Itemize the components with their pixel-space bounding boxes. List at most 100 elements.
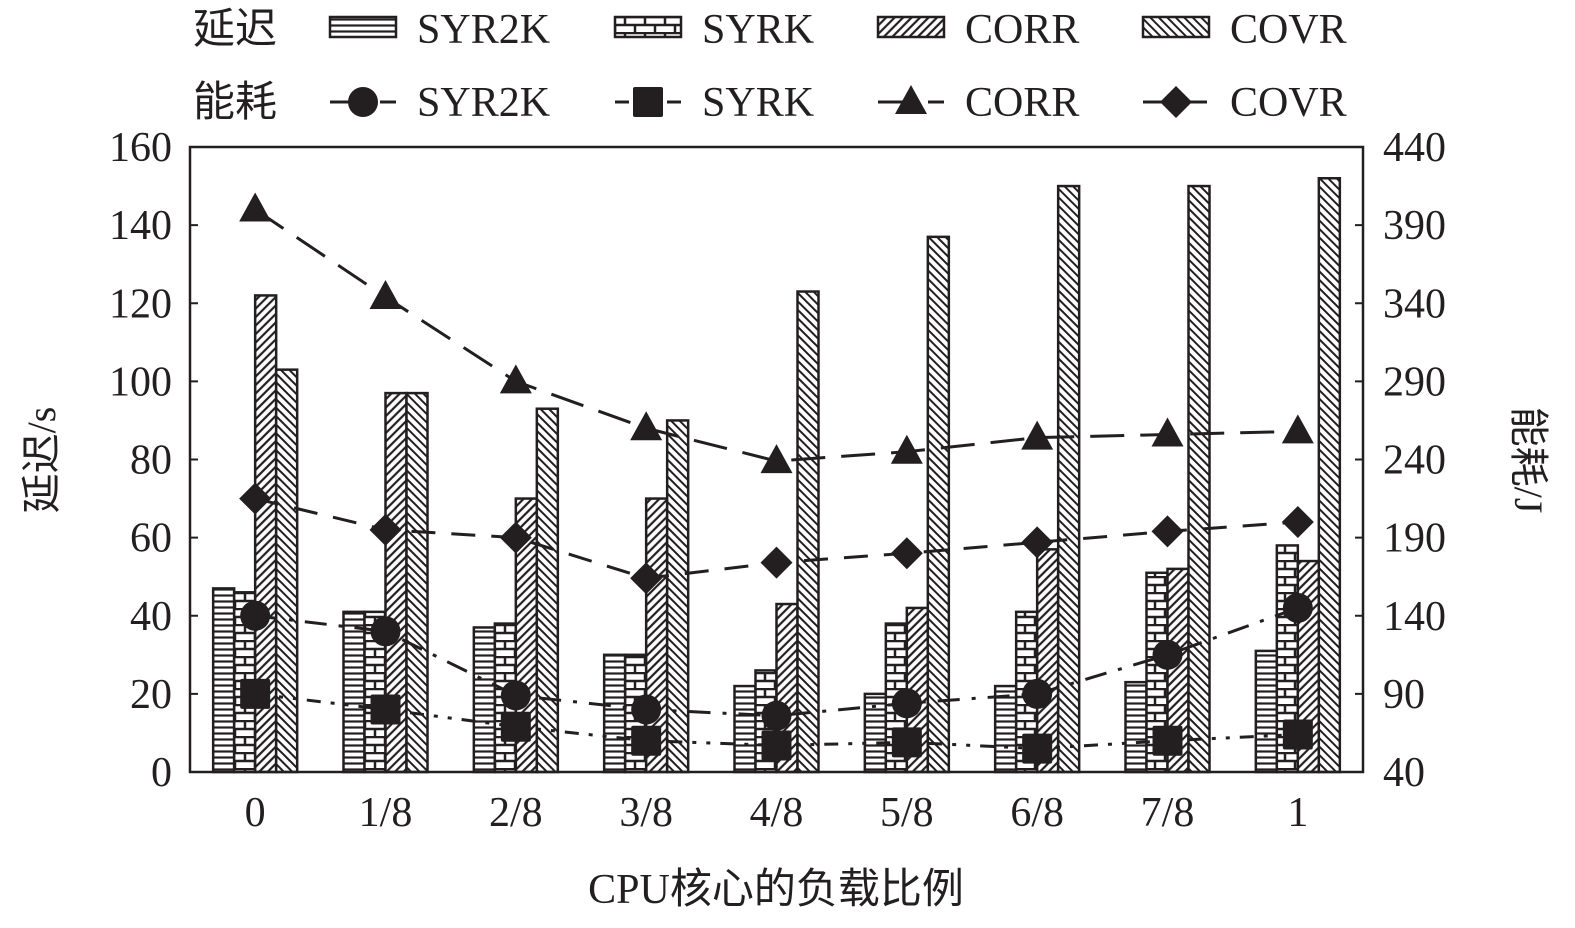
line-corr xyxy=(254,208,1298,463)
marker-syrk-8 xyxy=(1282,719,1313,750)
marker-corr-1 xyxy=(369,280,402,309)
marker-syr2k-1 xyxy=(370,616,401,647)
bar-syr2k-2 xyxy=(472,626,497,774)
marker-syr2k-0 xyxy=(240,600,271,631)
y-right-tick-label: 440 xyxy=(1383,125,1446,171)
bar-syr2k-7 xyxy=(1124,680,1148,774)
bar-covr-2 xyxy=(535,407,560,774)
bar-syr2k-1 xyxy=(342,610,366,774)
marker-corr-6 xyxy=(1021,420,1054,450)
marker-syrk-2 xyxy=(500,711,531,742)
y-right-tick-label: 240 xyxy=(1383,438,1446,484)
bar-covr-3 xyxy=(665,419,690,774)
marker-covr-7 xyxy=(1151,515,1184,548)
marker-covr-5 xyxy=(890,537,923,570)
legend-label-bar-corr: CORR xyxy=(965,7,1079,53)
legend-swatch-bar-corr xyxy=(876,15,946,39)
legend-swatch-bar-syrk xyxy=(613,15,683,39)
marker-covr-3 xyxy=(630,562,663,595)
marker-corr-4 xyxy=(760,444,793,474)
y-left-tick-label: 160 xyxy=(109,125,172,171)
y-right-tick-label: 140 xyxy=(1383,594,1446,640)
marker-corr-0 xyxy=(239,192,272,222)
bar-syr2k-3 xyxy=(602,653,627,774)
y-left-tick-label: 120 xyxy=(109,281,172,327)
bar-syr2k-8 xyxy=(1254,649,1279,774)
y-left-tick-label: 80 xyxy=(130,438,172,484)
marker-syr2k-8 xyxy=(1282,592,1313,623)
bar-covr-5 xyxy=(926,235,951,774)
marker-syrk-0 xyxy=(240,678,271,709)
y-left-tick-label: 20 xyxy=(130,672,172,718)
y-right-tick-label: 290 xyxy=(1383,359,1446,405)
marker-syr2k-7 xyxy=(1152,639,1183,670)
marker-syr2k-4 xyxy=(761,700,792,731)
y-right-tick-label: 390 xyxy=(1383,203,1446,249)
x-tick-label: 1 xyxy=(1287,790,1308,836)
legend-label-bar-covr: COVR xyxy=(1230,7,1347,53)
y-axis-right-title: 能耗/J xyxy=(1506,407,1551,514)
marker-syr2k-2 xyxy=(500,680,531,711)
marker-covr-6 xyxy=(1021,526,1054,559)
y-right-tick-label: 40 xyxy=(1383,750,1425,796)
x-tick-label: 1/8 xyxy=(359,790,413,836)
x-tick-label: 4/8 xyxy=(750,790,804,836)
x-axis-title: CPU核心的负载比例 xyxy=(588,867,964,913)
marker-syrk-7 xyxy=(1152,725,1183,756)
y-left-tick-label: 60 xyxy=(130,516,172,562)
marker-syr2k-3 xyxy=(631,694,662,725)
marker-covr-1 xyxy=(369,513,402,546)
marker-syrk-6 xyxy=(1022,733,1053,764)
bar-covr-6 xyxy=(1056,184,1081,774)
y-left-tick-label: 40 xyxy=(130,594,172,640)
marker-syr2k-6 xyxy=(1022,678,1053,709)
legend-label-line-syr2k: SYR2K xyxy=(417,80,550,126)
marker-covr-0 xyxy=(239,482,272,515)
legend-marker-syr2k xyxy=(348,87,378,117)
x-tick-label: 3/8 xyxy=(619,790,673,836)
legend-label-line-covr: COVR xyxy=(1230,80,1347,126)
x-tick-label: 2/8 xyxy=(489,790,543,836)
y-right-tick-label: 90 xyxy=(1383,672,1425,718)
bar-covr-7 xyxy=(1187,184,1211,774)
legend-swatch-bar-covr xyxy=(1141,15,1211,39)
x-tick-label: 7/8 xyxy=(1141,790,1195,836)
y-left-tick-label: 100 xyxy=(109,359,172,405)
marker-corr-5 xyxy=(890,434,923,464)
legend-marker-syrk xyxy=(633,87,663,117)
x-tick-label: 5/8 xyxy=(880,790,934,836)
y-right-tick-label: 190 xyxy=(1383,516,1446,562)
legend-line-group-label: 能耗 xyxy=(193,80,277,126)
legend-swatch-bar-syr2k xyxy=(328,15,398,39)
legend-label-bar-syrk: SYRK xyxy=(702,7,814,53)
marker-syrk-5 xyxy=(891,727,922,758)
marker-syr2k-5 xyxy=(891,688,922,719)
marker-syrk-1 xyxy=(370,694,401,725)
legend-label-bar-syr2k: SYR2K xyxy=(417,7,550,53)
x-tick-label: 6/8 xyxy=(1010,790,1064,836)
marker-corr-7 xyxy=(1151,417,1184,447)
bar-covr-0 xyxy=(274,368,299,774)
y-axis-left-title: 延迟/s xyxy=(19,407,64,514)
y-right-tick-label: 340 xyxy=(1383,281,1446,327)
x-tick-label: 0 xyxy=(245,790,266,836)
marker-syrk-3 xyxy=(631,725,662,756)
y-left-tick-label: 140 xyxy=(109,203,172,249)
legend-marker-covr xyxy=(1160,86,1192,118)
marker-covr-4 xyxy=(760,546,793,579)
y-left-tick-label: 0 xyxy=(151,750,172,796)
marker-corr-3 xyxy=(630,411,663,441)
bar-syr2k-4 xyxy=(733,684,757,774)
legend-label-line-corr: CORR xyxy=(965,80,1079,126)
marker-corr-8 xyxy=(1281,414,1314,444)
bar-covr-8 xyxy=(1317,177,1342,774)
bar-syr2k-0 xyxy=(211,587,236,774)
marker-covr-8 xyxy=(1281,506,1314,538)
bar-syr2k-6 xyxy=(993,684,1018,774)
bar-covr-4 xyxy=(796,290,820,774)
legend: 延迟 能耗 xyxy=(193,7,277,126)
legend-label-line-syrk: SYRK xyxy=(702,80,814,126)
legend-marker-corr xyxy=(895,85,927,114)
marker-corr-2 xyxy=(499,364,532,394)
